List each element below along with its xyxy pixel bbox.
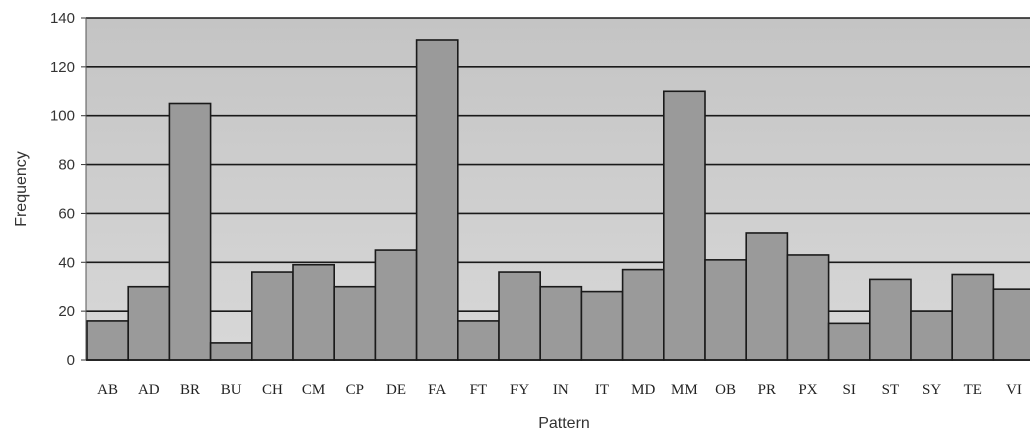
bar-cp: [333, 285, 377, 361]
x-tick-label: DE: [386, 382, 406, 398]
bar-sy: [910, 310, 954, 361]
x-tick-label: AD: [138, 382, 160, 398]
y-tick-label: 40: [58, 254, 75, 271]
x-tick-label: TE: [964, 382, 982, 398]
x-tick-label: PX: [798, 382, 817, 398]
x-tick-label: BR: [180, 382, 200, 398]
x-tick-label: CH: [262, 382, 283, 398]
x-tick-label: FT: [470, 382, 488, 398]
bar-si: [827, 322, 871, 361]
x-tick-label: BU: [221, 382, 242, 398]
x-tick-label: FY: [510, 382, 529, 398]
x-tick-label: MM: [671, 382, 698, 398]
x-tick-label: AB: [97, 382, 118, 398]
x-tick-label: PR: [758, 382, 776, 398]
y-tick-label: 0: [67, 352, 75, 369]
bars: [86, 39, 1030, 361]
bar-px: [786, 254, 830, 361]
bar-mm: [662, 90, 706, 361]
bar-ad: [127, 285, 171, 361]
x-tick-label: OB: [715, 382, 736, 398]
bar-st: [868, 278, 912, 361]
x-tick-label: FA: [428, 382, 446, 398]
x-tick-label: SY: [922, 382, 941, 398]
bar-it: [580, 290, 624, 361]
bar-de: [374, 249, 418, 361]
x-tick-label: IN: [553, 382, 569, 398]
y-tick-label: 20: [58, 303, 75, 320]
bar-ch: [251, 271, 294, 361]
y-tick-label: 100: [50, 108, 75, 125]
x-tick-label: IT: [595, 382, 609, 398]
x-tick-label: CP: [346, 382, 364, 398]
x-axis-ticks: AB AD BR BU CH CM CP DE FA FT FY IN IT MD MM OB PR PX SI ST…: [86, 359, 1030, 398]
x-tick-label: CM: [302, 382, 325, 398]
bar-fa: [415, 39, 459, 361]
y-tick-label: 80: [58, 157, 75, 174]
bar-in: [539, 285, 583, 361]
bar-ft: [456, 320, 500, 361]
y-tick-label: 140: [50, 10, 75, 27]
bar-ob: [704, 259, 748, 361]
y-axis-label: Frequency: [13, 151, 30, 227]
bar-md: [621, 268, 665, 361]
x-tick-label: MD: [631, 382, 655, 398]
x-tick-label: SI: [843, 382, 856, 398]
x-axis-label: Pattern: [538, 415, 590, 432]
x-tick-label: VI: [1006, 382, 1022, 398]
y-tick-label: 60: [58, 205, 75, 222]
y-axis-ticks: 0 20 40 60 80 100 120 140: [50, 10, 87, 369]
bar-vi: [992, 288, 1030, 361]
bar-pr: [745, 232, 789, 361]
bar-fy: [498, 271, 542, 361]
bar-cm: [292, 263, 336, 361]
bar-te: [951, 273, 995, 361]
y-tick-label: 120: [50, 59, 75, 76]
bar-br: [168, 102, 212, 361]
x-tick-label: ST: [882, 382, 900, 398]
bar-bu: [209, 342, 253, 361]
bar-ab: [86, 320, 130, 361]
